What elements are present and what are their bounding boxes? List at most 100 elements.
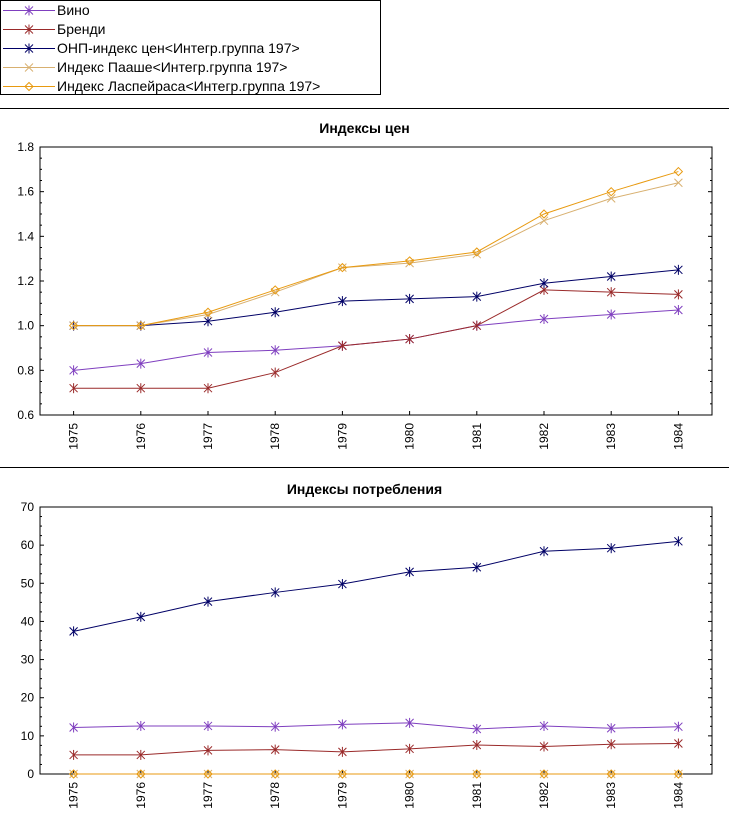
series-line [73,171,679,327]
series-line [73,722,679,730]
data-point [539,769,549,779]
x-tick-label: 1982 [537,423,551,450]
x-tick-label: 1977 [201,423,215,450]
data-point [674,738,683,749]
data-point [606,271,616,282]
series-line [73,289,679,389]
legend-marker [24,81,34,92]
y-tick-label: 40 [21,614,35,628]
data-point [203,596,213,607]
x-tick-label: 1975 [67,423,81,450]
data-point [539,546,549,557]
data-point [674,721,683,732]
data-point [203,745,213,756]
data-point [472,740,482,751]
chart-title: Индексы потребления [286,481,443,497]
y-tick-label: 30 [21,653,35,667]
x-tick-label: 1978 [268,423,282,450]
y-tick-label: 1.8 [17,140,34,154]
y-tick-label: 20 [21,691,35,705]
data-point [539,216,549,226]
series-line [73,309,679,371]
legend-label: Бренди [57,21,106,37]
series-star [69,264,683,331]
data-point [136,769,146,779]
series-star [69,717,683,734]
data-point [606,186,616,197]
data-point [338,746,347,757]
series-line [73,540,679,632]
data-point [606,287,616,298]
data-point [337,262,348,273]
data-point [606,309,616,320]
x-tick-label: 1983 [604,423,618,450]
x-tick-label: 1981 [470,423,484,450]
data-point [136,749,146,760]
data-point [472,723,482,734]
y-tick-label: 50 [21,576,35,590]
data-point [472,320,482,331]
data-point [69,626,78,637]
series-star [69,284,683,394]
legend-label: Индекс Ласпейраса<Интегр.группа 197> [57,78,321,94]
y-tick-label: 0 [27,767,34,781]
data-point [270,345,280,356]
data-point [606,723,616,734]
consumption-index-panel: Индексы потребления 0 10 20 30 40 50 60 70 1975 1… [0,467,729,828]
data-point [136,358,146,369]
series-line [73,269,679,327]
y-tick-label: 10 [21,729,35,743]
data-point [270,285,280,295]
legend-label: Вино [57,2,90,18]
data-point [338,340,347,351]
data-point [673,166,684,177]
data-point [69,383,78,394]
data-point [472,247,482,257]
data-point [674,264,683,275]
data-point [136,611,146,622]
data-point [270,769,280,779]
series-line [73,742,679,756]
legend-item: ОНП-индекс цен<Интегр.группа 197> [1,39,381,58]
data-point [69,722,78,733]
legend-swatch [3,43,55,54]
x-tick-label: 1979 [335,782,349,809]
x-tick-label: 1976 [134,782,148,809]
series-x [69,178,683,331]
legend-item: Бренди [1,20,381,39]
legend-item: Вино [1,1,381,20]
series-star [69,536,683,637]
data-point [69,749,78,760]
data-point [606,769,616,779]
x-tick-label: 1984 [671,423,685,450]
chart-legend: Вино Бренди ОНП-индекс цен<Интегр.группа 1… [0,0,381,95]
data-point [69,365,78,376]
data-point [539,278,549,289]
data-point [203,383,213,394]
series-diamond [68,166,684,331]
data-point [203,307,213,317]
x-tick-label: 1978 [268,782,282,809]
legend-swatch [3,63,55,72]
data-point [673,769,684,779]
x-tick-label: 1980 [403,782,417,809]
series-diamond [68,769,684,779]
consumption-index-chart: 0 10 20 30 40 50 60 70 1975 1976 1977 1978 1979 1980 1… [21,500,713,809]
data-point [270,587,280,598]
data-point [405,717,414,728]
data-point [472,249,482,259]
y-tick-label: 1.4 [17,229,34,243]
data-point [203,769,213,779]
legend-label: Индекс Пааше<Интегр.группа 197> [57,59,288,75]
series-star [69,305,683,376]
data-point [203,347,213,358]
data-point [539,209,549,219]
data-point [68,769,79,779]
data-point [405,293,414,304]
x-tick-label: 1975 [67,782,81,809]
legend-marker [24,43,34,54]
price-index-panel: Индексы цен 0.6 0.8 1.0 1.2 1.4 1.6 1.8 1975 197… [0,108,729,468]
legend-label: ОНП-индекс цен<Интегр.группа 197> [57,40,300,56]
data-point [674,178,683,188]
y-tick-label: 60 [21,538,35,552]
